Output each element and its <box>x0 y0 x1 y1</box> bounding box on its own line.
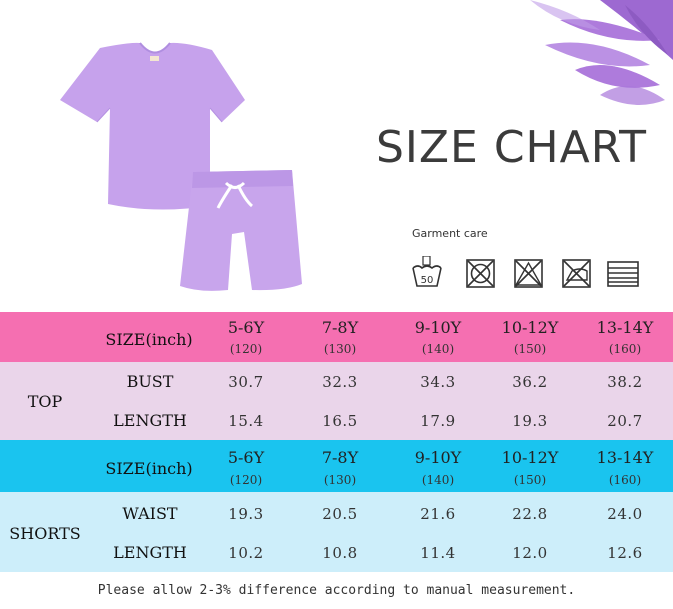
waist-label: WAIST <box>122 504 178 523</box>
wash-50-icon: 50 <box>412 256 442 287</box>
line-dry-icon <box>607 261 639 287</box>
size-header-label: SIZE(inch) <box>105 459 193 478</box>
shorts-rows-band <box>0 492 673 572</box>
size-col-3-sub: (140) <box>421 342 455 356</box>
waist-value: 22.8 <box>512 505 548 523</box>
size-col-3-sub: (140) <box>421 473 455 487</box>
wash-temp: 50 <box>421 275 434 286</box>
shorts-length-value: 12.6 <box>607 544 643 562</box>
shorts-length-value: 12.0 <box>512 544 548 562</box>
garment-care-label: Garment care <box>412 227 488 240</box>
size-col-4-sub: (150) <box>513 473 547 487</box>
top-header-band <box>0 312 673 362</box>
product-illustration <box>60 0 673 291</box>
top-length-value: 16.5 <box>322 412 358 430</box>
tshirt-image <box>60 42 245 210</box>
top-rows-band <box>0 362 673 440</box>
bust-value: 30.7 <box>228 373 264 391</box>
size-col-5-sub: (160) <box>608 342 642 356</box>
size-col-2: 7-8Y <box>321 448 359 467</box>
shorts-length-value: 11.4 <box>420 544 456 562</box>
size-col-2-sub: (130) <box>323 473 357 487</box>
size-col-5: 13-14Y <box>596 448 654 467</box>
size-col-4-sub: (150) <box>513 342 547 356</box>
size-col-1-sub: (120) <box>229 342 263 356</box>
size-col-5-sub: (160) <box>608 473 642 487</box>
bust-value: 32.3 <box>322 373 358 391</box>
top-length-value: 20.7 <box>607 412 643 430</box>
shorts-group-label: SHORTS <box>9 524 81 543</box>
no-bleach-icon <box>514 259 543 288</box>
top-length-value: 17.9 <box>420 412 456 430</box>
size-col-2: 7-8Y <box>321 318 359 337</box>
no-tumble-dry-icon <box>466 259 495 288</box>
top-group-label: TOP <box>27 392 63 411</box>
shorts-image <box>180 170 302 291</box>
care-icons: 50 <box>410 256 650 292</box>
waist-value: 19.3 <box>228 505 264 523</box>
leaf-decoration <box>530 0 673 105</box>
shorts-header-band <box>0 440 673 492</box>
size-col-5: 13-14Y <box>596 318 654 337</box>
size-col-3: 9-10Y <box>414 448 462 467</box>
size-header-label: SIZE(inch) <box>105 330 193 349</box>
waist-value: 24.0 <box>607 505 643 523</box>
no-iron-icon <box>562 259 591 288</box>
size-col-1: 5-6Y <box>227 318 265 337</box>
bust-value: 36.2 <box>512 373 548 391</box>
size-col-2-sub: (130) <box>323 342 357 356</box>
size-col-4: 10-12Y <box>501 448 559 467</box>
shorts-length-value: 10.2 <box>228 544 264 562</box>
top-length-label: LENGTH <box>113 411 187 430</box>
size-col-4: 10-12Y <box>501 318 559 337</box>
size-col-1-sub: (120) <box>229 473 263 487</box>
shorts-length-label: LENGTH <box>113 543 187 562</box>
bust-value: 34.3 <box>420 373 456 391</box>
waist-value: 21.6 <box>420 505 456 523</box>
size-col-3: 9-10Y <box>414 318 462 337</box>
bust-value: 38.2 <box>607 373 643 391</box>
size-col-1: 5-6Y <box>227 448 265 467</box>
waist-value: 20.5 <box>322 505 358 523</box>
bust-label: BUST <box>126 372 174 391</box>
shorts-length-value: 10.8 <box>322 544 358 562</box>
top-length-value: 15.4 <box>228 412 264 430</box>
top-length-value: 19.3 <box>512 412 548 430</box>
page-title: SIZE CHART <box>376 122 647 173</box>
measurement-note: Please allow 2-3% difference according t… <box>97 583 576 598</box>
